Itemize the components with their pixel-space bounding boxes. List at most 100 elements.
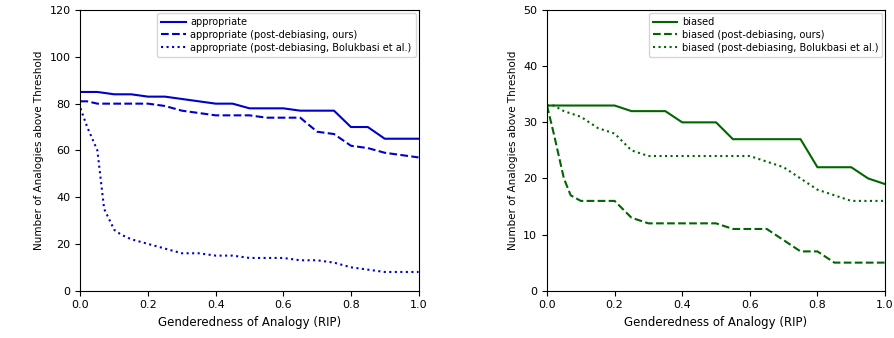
appropriate: [346, 125, 357, 129]
Legend: appropriate, appropriate (post-debiasing, ours), appropriate (post-debiasing, Bo: appropriate, appropriate (post-debiasing…: [157, 13, 416, 57]
biased: [829, 165, 839, 169]
biased (post-debiasing, Bolukbasi et al.): [795, 176, 805, 180]
appropriate (post-debiasing, Bolukbasi et al.): [143, 242, 154, 246]
appropriate (post-debiasing, ours): [82, 99, 93, 103]
appropriate (post-debiasing, ours): [143, 102, 154, 106]
biased: [593, 103, 603, 107]
biased (post-debiasing, Bolukbasi et al.): [880, 199, 890, 203]
biased (post-debiasing, ours): [542, 103, 552, 107]
biased (post-debiasing, ours): [609, 199, 620, 203]
appropriate (post-debiasing, Bolukbasi et al.): [75, 106, 86, 110]
biased (post-debiasing, Bolukbasi et al.): [762, 160, 772, 164]
biased (post-debiasing, Bolukbasi et al.): [593, 126, 603, 130]
appropriate: [413, 137, 424, 141]
biased (post-debiasing, ours): [812, 249, 822, 254]
Legend: biased, biased (post-debiasing, ours), biased (post-debiasing, Bolukbasi et al.): biased, biased (post-debiasing, ours), b…: [649, 13, 882, 57]
appropriate (post-debiasing, Bolukbasi et al.): [413, 270, 424, 274]
biased (post-debiasing, ours): [643, 221, 654, 225]
X-axis label: Genderedness of Analogy (RIP): Genderedness of Analogy (RIP): [625, 316, 807, 329]
biased (post-debiasing, Bolukbasi et al.): [711, 154, 721, 158]
biased (post-debiasing, Bolukbasi et al.): [609, 131, 620, 136]
appropriate (post-debiasing, Bolukbasi et al.): [295, 258, 306, 262]
biased (post-debiasing, Bolukbasi et al.): [846, 199, 856, 203]
appropriate (post-debiasing, Bolukbasi et al.): [98, 207, 109, 211]
biased (post-debiasing, Bolukbasi et al.): [779, 165, 789, 169]
appropriate (post-debiasing, Bolukbasi et al.): [92, 148, 103, 152]
appropriate (post-debiasing, Bolukbasi et al.): [312, 258, 323, 262]
appropriate: [312, 108, 323, 113]
biased: [795, 137, 805, 141]
appropriate: [329, 108, 340, 113]
appropriate (post-debiasing, Bolukbasi et al.): [126, 237, 137, 241]
appropriate (post-debiasing, Bolukbasi et al.): [176, 251, 187, 255]
biased: [846, 165, 856, 169]
appropriate: [362, 125, 373, 129]
appropriate (post-debiasing, Bolukbasi et al.): [210, 254, 221, 258]
biased: [609, 103, 620, 107]
biased (post-debiasing, Bolukbasi et al.): [542, 103, 552, 107]
biased: [779, 137, 789, 141]
appropriate (post-debiasing, ours): [312, 130, 323, 134]
appropriate (post-debiasing, Bolukbasi et al.): [362, 268, 373, 272]
appropriate (post-debiasing, ours): [176, 108, 187, 113]
appropriate (post-debiasing, Bolukbasi et al.): [261, 256, 272, 260]
biased: [660, 109, 670, 113]
biased: [711, 120, 721, 124]
appropriate (post-debiasing, Bolukbasi et al.): [160, 247, 171, 251]
biased (post-debiasing, ours): [565, 193, 576, 197]
appropriate (post-debiasing, ours): [160, 104, 171, 108]
biased (post-debiasing, Bolukbasi et al.): [677, 154, 687, 158]
Line: biased: biased: [547, 105, 885, 184]
appropriate (post-debiasing, Bolukbasi et al.): [346, 265, 357, 269]
biased (post-debiasing, ours): [626, 216, 637, 220]
biased: [677, 120, 687, 124]
biased: [548, 103, 559, 107]
appropriate: [92, 90, 103, 94]
appropriate: [379, 137, 390, 141]
appropriate (post-debiasing, ours): [261, 116, 272, 120]
appropriate (post-debiasing, Bolukbasi et al.): [193, 251, 204, 255]
appropriate: [143, 95, 154, 99]
appropriate: [227, 102, 238, 106]
Line: appropriate: appropriate: [80, 92, 418, 139]
Line: appropriate (post-debiasing, ours): appropriate (post-debiasing, ours): [80, 101, 418, 158]
biased (post-debiasing, ours): [880, 261, 890, 265]
appropriate (post-debiasing, Bolukbasi et al.): [227, 254, 238, 258]
appropriate (post-debiasing, Bolukbasi et al.): [278, 256, 289, 260]
biased (post-debiasing, ours): [576, 199, 586, 203]
appropriate (post-debiasing, ours): [329, 132, 340, 136]
biased (post-debiasing, ours): [548, 131, 559, 136]
biased (post-debiasing, ours): [677, 221, 687, 225]
appropriate (post-debiasing, ours): [227, 113, 238, 117]
biased (post-debiasing, Bolukbasi et al.): [745, 154, 755, 158]
appropriate (post-debiasing, Bolukbasi et al.): [109, 228, 120, 232]
Y-axis label: Number of Analogies above Threshold: Number of Analogies above Threshold: [34, 51, 44, 250]
appropriate: [278, 106, 289, 110]
appropriate: [109, 92, 120, 96]
appropriate: [160, 95, 171, 99]
biased (post-debiasing, ours): [829, 261, 839, 265]
biased (post-debiasing, Bolukbasi et al.): [660, 154, 670, 158]
biased (post-debiasing, Bolukbasi et al.): [863, 199, 873, 203]
biased (post-debiasing, ours): [745, 227, 755, 231]
biased: [880, 182, 890, 186]
appropriate (post-debiasing, ours): [244, 113, 255, 117]
appropriate: [82, 90, 93, 94]
biased (post-debiasing, ours): [795, 249, 805, 254]
biased (post-debiasing, Bolukbasi et al.): [559, 109, 569, 113]
biased (post-debiasing, Bolukbasi et al.): [728, 154, 738, 158]
appropriate: [295, 108, 306, 113]
biased (post-debiasing, Bolukbasi et al.): [829, 193, 839, 197]
biased: [728, 137, 738, 141]
biased: [643, 109, 654, 113]
biased: [542, 103, 552, 107]
appropriate (post-debiasing, ours): [278, 116, 289, 120]
biased (post-debiasing, ours): [694, 221, 704, 225]
appropriate (post-debiasing, Bolukbasi et al.): [379, 270, 390, 274]
biased (post-debiasing, ours): [779, 238, 789, 242]
biased (post-debiasing, Bolukbasi et al.): [626, 148, 637, 152]
appropriate: [210, 102, 221, 106]
appropriate: [75, 90, 86, 94]
biased: [762, 137, 772, 141]
biased (post-debiasing, ours): [559, 176, 569, 180]
